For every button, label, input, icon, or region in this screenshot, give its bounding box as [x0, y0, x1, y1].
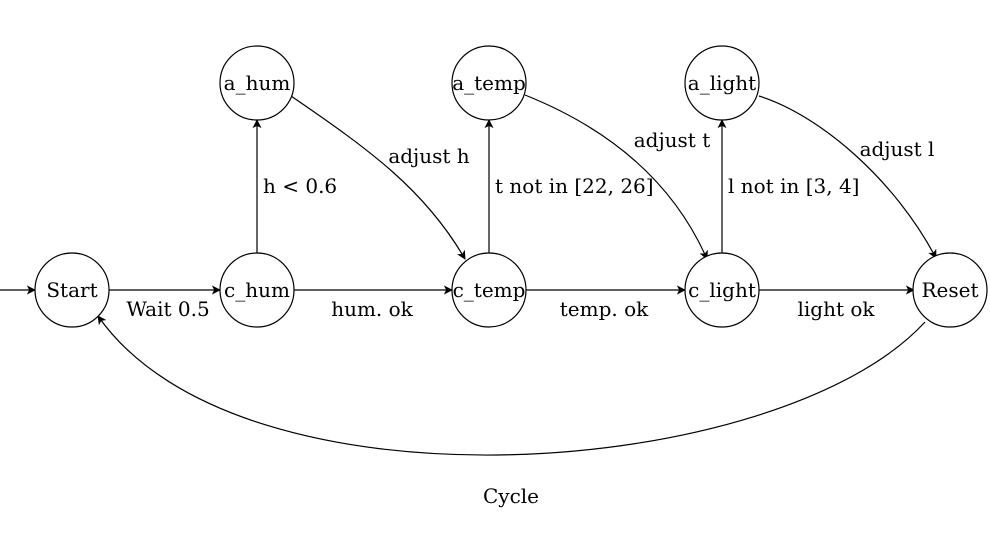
label-hum-ok: hum. ok — [331, 297, 413, 321]
edge-reset-start-cycle — [97, 315, 926, 456]
label-light-ok: light ok — [797, 297, 875, 321]
node-a-light[interactable]: a_light — [684, 45, 760, 121]
label-l-range: l not in [3, 4] — [728, 174, 859, 198]
node-a-hum[interactable]: a_hum — [219, 45, 295, 121]
node-a-temp[interactable]: a_temp — [451, 45, 527, 121]
label-cycle: Cycle — [483, 484, 539, 508]
label-wait: Wait 0.5 — [126, 297, 209, 321]
label-adjust-h: adjust h — [388, 144, 469, 168]
node-reset-label: Reset — [921, 278, 978, 302]
label-t-range: t not in [22, 26] — [495, 174, 654, 198]
node-c-light-label: c_light — [688, 278, 756, 302]
node-a-temp-label: a_temp — [452, 71, 526, 95]
label-h-low: h < 0.6 — [263, 174, 337, 198]
edge-a-temp-c-light — [524, 94, 708, 260]
node-start-label: Start — [46, 278, 97, 302]
edge-a-hum-c-temp — [290, 95, 466, 260]
node-c-hum-label: c_hum — [224, 278, 290, 302]
label-adjust-l: adjust l — [860, 137, 935, 161]
label-adjust-t: adjust t — [634, 128, 711, 152]
node-c-light[interactable]: c_light — [684, 252, 760, 328]
node-c-temp-label: c_temp — [453, 278, 526, 302]
label-temp-ok: temp. ok — [560, 297, 649, 321]
node-a-light-label: a_light — [688, 71, 756, 95]
node-a-hum-label: a_hum — [224, 71, 291, 95]
node-start[interactable]: Start — [34, 252, 110, 328]
node-reset[interactable]: Reset — [912, 252, 988, 328]
edge-a-light-reset — [758, 95, 937, 259]
node-c-temp[interactable]: c_temp — [451, 252, 527, 328]
node-c-hum[interactable]: c_hum — [219, 252, 295, 328]
